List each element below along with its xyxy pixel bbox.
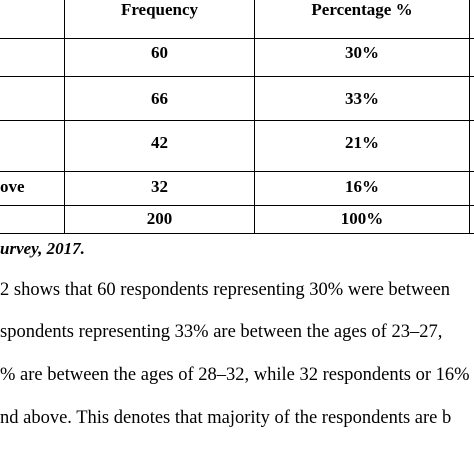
table-rule-row3-bottom xyxy=(0,171,474,172)
row2-frequency: 66 xyxy=(151,89,168,108)
paragraph-line: % are between the ages of 28–32, while 3… xyxy=(0,365,470,385)
header-frequency: Frequency xyxy=(120,0,199,19)
table-source-note: urvey, 2017. xyxy=(0,239,85,258)
row1-frequency: 60 xyxy=(151,43,168,62)
row3-frequency: 42 xyxy=(151,133,168,152)
table-rule-row2-bottom xyxy=(0,120,474,121)
row1-percentage: 30% xyxy=(345,43,379,62)
table-rule-col2 xyxy=(254,0,255,234)
table-rule-row4-bottom xyxy=(0,205,474,206)
table-rule-header-bottom xyxy=(0,38,474,39)
row5-frequency: 200 xyxy=(146,209,173,228)
table-rule-col3 xyxy=(469,0,470,234)
row5-percentage: 100% xyxy=(340,209,384,228)
row3-percentage: 21% xyxy=(345,133,379,152)
table-rule-row1-bottom xyxy=(0,76,474,77)
table-rule-bottom xyxy=(0,233,474,234)
table-rule-col1 xyxy=(64,0,65,234)
paragraph-line: spondents representing 33% are between t… xyxy=(0,322,443,342)
header-percentage: Percentage % xyxy=(311,0,413,19)
paragraph-line: 2 shows that 60 respondents representing… xyxy=(0,280,451,300)
row2-percentage: 33% xyxy=(345,89,379,108)
row4-frequency: 32 xyxy=(151,177,168,196)
row4-percentage: 16% xyxy=(345,177,379,196)
row4-label: ove xyxy=(0,177,25,196)
paragraph-line: nd above. This denotes that majority of … xyxy=(0,408,452,428)
